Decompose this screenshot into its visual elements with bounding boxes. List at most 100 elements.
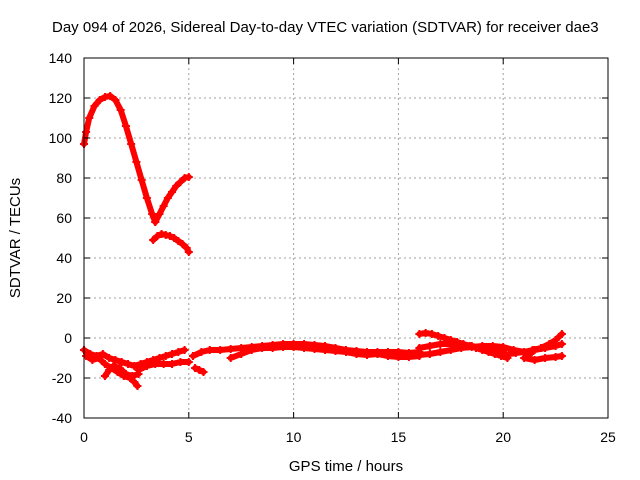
data-point bbox=[94, 354, 103, 362]
series-end-mid bbox=[530, 340, 566, 354]
y-axis-title: SDTVAR / TECUs bbox=[7, 178, 24, 298]
chart-title: Day 094 of 2026, Sidereal Day-to-day VTE… bbox=[52, 19, 599, 36]
data-point bbox=[188, 352, 197, 360]
y-tick-label: 100 bbox=[49, 130, 73, 146]
data-point bbox=[530, 356, 539, 364]
data-point bbox=[478, 342, 487, 350]
data-point bbox=[237, 350, 246, 358]
data-point bbox=[163, 194, 172, 202]
data-point bbox=[117, 358, 126, 366]
series-recovery bbox=[151, 173, 193, 226]
data-point bbox=[511, 349, 520, 357]
data-point bbox=[352, 350, 361, 358]
data-point bbox=[467, 343, 476, 351]
data-point bbox=[178, 240, 187, 248]
data-point bbox=[530, 346, 539, 354]
data-point bbox=[161, 352, 170, 360]
data-point bbox=[199, 368, 208, 376]
data-point bbox=[310, 345, 319, 353]
data-point bbox=[142, 194, 151, 202]
data-point bbox=[541, 344, 550, 352]
data-point bbox=[520, 354, 529, 362]
y-tick-label: 60 bbox=[56, 210, 72, 226]
data-point bbox=[557, 352, 566, 360]
data-point bbox=[436, 340, 445, 348]
grid-lines bbox=[84, 58, 608, 418]
data-point bbox=[541, 354, 550, 362]
data-point bbox=[128, 372, 137, 380]
data-point bbox=[226, 345, 235, 353]
data-point bbox=[174, 348, 183, 356]
data-point bbox=[151, 218, 160, 226]
data-point bbox=[170, 234, 179, 242]
data-point bbox=[425, 350, 434, 358]
data-point bbox=[134, 366, 143, 374]
y-tick-label: 0 bbox=[64, 330, 72, 346]
data-point bbox=[116, 106, 125, 114]
x-tick-label: 20 bbox=[495, 429, 511, 445]
data-point bbox=[488, 342, 497, 350]
data-point bbox=[268, 344, 277, 352]
data-point bbox=[121, 122, 130, 130]
data-point bbox=[127, 140, 136, 148]
data-point bbox=[109, 362, 118, 370]
data-point bbox=[142, 362, 151, 370]
y-tick-label: 40 bbox=[56, 250, 72, 266]
data-point bbox=[165, 232, 174, 240]
data-point bbox=[373, 350, 382, 358]
x-tick-label: 0 bbox=[80, 429, 88, 445]
series-end-low bbox=[520, 352, 566, 364]
data-point bbox=[168, 350, 177, 358]
data-point bbox=[155, 354, 164, 362]
data-point bbox=[95, 96, 104, 104]
data-point bbox=[184, 248, 193, 256]
data-point bbox=[383, 352, 392, 360]
y-tick-label: 20 bbox=[56, 290, 72, 306]
data-point bbox=[557, 330, 566, 338]
data-point bbox=[176, 178, 185, 186]
data-point bbox=[436, 348, 445, 356]
data-point bbox=[82, 128, 91, 136]
series-trace bbox=[81, 93, 159, 225]
data-point bbox=[155, 210, 164, 218]
data-point bbox=[148, 210, 157, 218]
data-point bbox=[362, 351, 371, 359]
data-point bbox=[551, 342, 560, 350]
y-tick-label: -20 bbox=[52, 370, 72, 386]
data-point bbox=[176, 358, 185, 366]
series-baseline-d bbox=[134, 358, 193, 374]
data-point bbox=[258, 344, 267, 352]
y-tick-label: -40 bbox=[52, 410, 72, 426]
x-tick-label: 25 bbox=[600, 429, 616, 445]
data-point bbox=[216, 346, 225, 354]
data-point bbox=[151, 360, 160, 368]
tick-labels: 0 5 10 15 20 25 -40 -20 0 20 40 60 80 100 120 140 bbox=[49, 50, 616, 445]
data-point bbox=[415, 351, 424, 359]
data-point bbox=[434, 332, 443, 340]
data-point bbox=[90, 102, 99, 110]
data-point bbox=[184, 358, 193, 366]
data-point bbox=[98, 350, 107, 358]
data-point bbox=[174, 237, 183, 245]
x-tick-label: 10 bbox=[286, 429, 302, 445]
data-point bbox=[226, 354, 235, 362]
data-point bbox=[111, 96, 120, 104]
data-point bbox=[425, 342, 434, 350]
data-point bbox=[205, 346, 214, 354]
data-point bbox=[82, 352, 91, 360]
series-baseline-g bbox=[226, 343, 424, 362]
data-point bbox=[394, 353, 403, 361]
x-tick-label: 15 bbox=[391, 429, 407, 445]
data-point bbox=[124, 360, 133, 368]
data-point bbox=[184, 173, 193, 181]
data-series bbox=[80, 92, 566, 390]
data-point bbox=[415, 344, 424, 352]
x-axis-title: GPS time / hours bbox=[289, 458, 403, 475]
data-point bbox=[130, 362, 139, 370]
series-baseline-e bbox=[191, 364, 208, 376]
data-point bbox=[279, 343, 288, 351]
data-point bbox=[168, 360, 177, 368]
data-point bbox=[100, 360, 109, 368]
data-point bbox=[105, 354, 114, 362]
